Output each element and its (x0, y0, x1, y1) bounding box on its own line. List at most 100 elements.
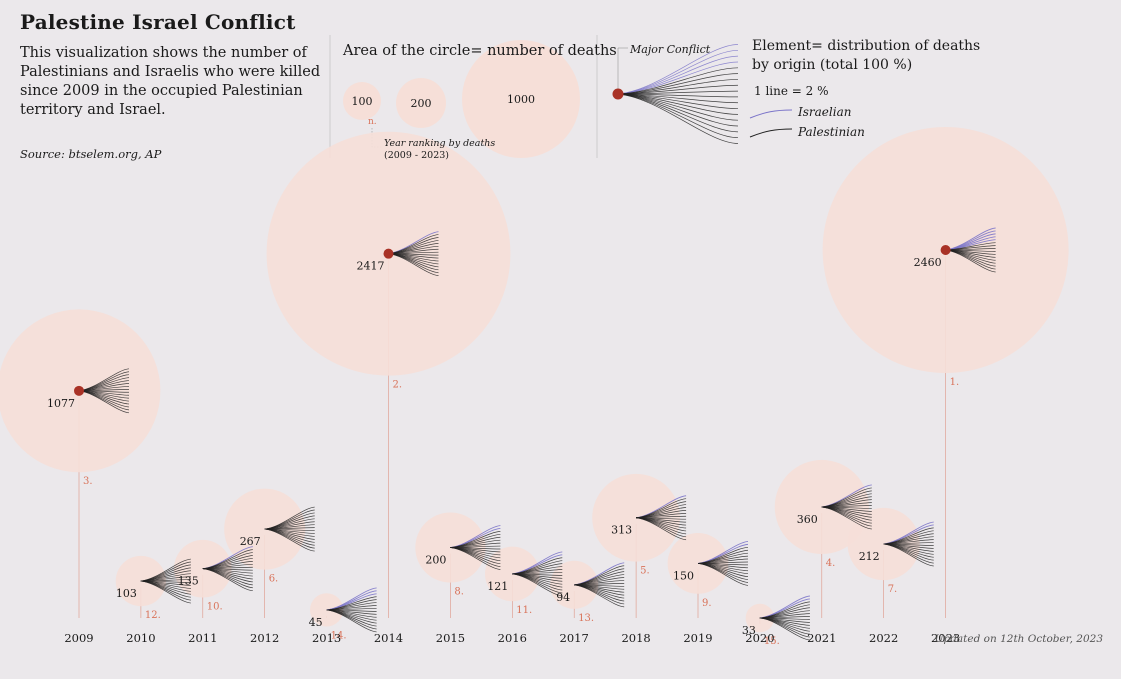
death-count-label: 135 (178, 575, 199, 588)
fan (512, 551, 563, 597)
legend-fan-line (617, 61, 739, 95)
legend-fan-line (617, 93, 739, 144)
year-tick-label: 2020 (745, 631, 774, 645)
fan (821, 484, 872, 530)
source-text: Source: btselem.org, AP (20, 147, 162, 161)
rank-label: 4. (826, 558, 836, 569)
fan (326, 587, 377, 633)
year-tick-label: 2012 (250, 631, 279, 645)
intro-text: This visualization shows the number of P… (20, 45, 321, 118)
death-count-label: 103 (116, 587, 137, 600)
rank-label: 6. (269, 574, 279, 585)
legend-fan-line (617, 93, 739, 109)
fan-line (883, 543, 934, 567)
rank-label: 11. (516, 605, 532, 616)
major-conflict-marker (383, 248, 394, 259)
year-tick-label: 2019 (683, 631, 712, 645)
year-tick-label: 2013 (312, 631, 341, 645)
year-tick-label: 2021 (807, 631, 836, 645)
year-tick-label: 2016 (498, 631, 527, 645)
element-legend-title: Element= distribution of deaths by origi… (752, 38, 981, 73)
rank-label: 14. (331, 631, 347, 642)
rank-label: 2. (393, 380, 403, 391)
fan (574, 562, 625, 608)
rank-label: 5. (640, 566, 650, 577)
fan-line (759, 617, 810, 641)
updated-note: Updated on 12th October, 2023 (934, 633, 1103, 645)
sample-circle-200 (396, 78, 446, 128)
death-count-label: 2460 (914, 256, 942, 269)
sample-circle-label: 1000 (507, 93, 535, 106)
legend-israelian-stroke (749, 109, 793, 119)
rank-marker: n. (368, 117, 377, 127)
rank-label: 15. (764, 636, 780, 647)
legend-fan-line (617, 93, 739, 127)
fan-line (140, 580, 191, 604)
death-count-label: 2417 (357, 260, 385, 273)
rank-label: 7. (888, 584, 898, 595)
fan (883, 521, 934, 567)
fan (140, 558, 191, 604)
rank-legend-line-1: Year ranking by deaths (384, 138, 496, 149)
fan (264, 506, 315, 552)
fan (759, 595, 810, 641)
rank-label: 1. (950, 377, 960, 388)
area-legend-title: Area of the circle= number of deaths (343, 43, 617, 59)
death-count-label: 1077 (47, 397, 75, 410)
major-conflict-marker (74, 385, 84, 396)
year-tick-label: 2015 (436, 631, 465, 645)
year-tick-label: 2014 (374, 631, 403, 645)
legend-major-marker (612, 88, 624, 100)
rank-legend-line-2: (2009 - 2023) (384, 150, 450, 161)
page-title: Palestine Israel Conflict (20, 10, 296, 34)
rank-legend-label: Year ranking by deaths (2009 - 2023) (384, 138, 495, 162)
sample-circle-label: 100 (352, 95, 373, 108)
sample-circle-label: 200 (411, 97, 432, 110)
death-count-label: 45 (309, 616, 323, 629)
fan-line (326, 609, 377, 633)
fan-line (636, 517, 687, 541)
fan-line (512, 573, 563, 597)
fan-line (450, 547, 501, 570)
legend-fan-line (617, 93, 739, 104)
legend-palestinian-stroke (749, 128, 793, 138)
rank-label: 3. (83, 476, 93, 487)
legend-fan-line (617, 49, 739, 95)
legend-fan-line (617, 93, 739, 133)
rank-label: 12. (145, 610, 161, 621)
rank-label: 13. (578, 613, 594, 624)
year-tick-label: 2018 (621, 631, 650, 645)
fan (202, 546, 253, 592)
death-count-label: 121 (487, 580, 508, 593)
fan-line (821, 506, 872, 530)
fan (636, 495, 687, 541)
rank-label: 8. (454, 587, 464, 598)
legend-israelian: Israelian (798, 105, 852, 119)
death-count-label: 360 (797, 513, 818, 526)
sample-circle-100 (343, 82, 381, 120)
year-tick-label: 2017 (560, 631, 589, 645)
labels: 1077 3. 2009 103 12. 2010 135 10. 2011 267 6. 2012 4… (47, 256, 960, 647)
death-count-label: 94 (556, 591, 570, 604)
major-conflict-label: Major Conflict (630, 43, 711, 56)
legend-fan-line (617, 93, 739, 139)
sample-circle-1000 (462, 40, 580, 158)
death-count-label: 313 (611, 524, 632, 537)
fan (450, 525, 501, 570)
fan-line (264, 528, 315, 552)
line-note: 1 line = 2 % (754, 84, 829, 98)
death-count-label: 33 (742, 624, 756, 637)
death-count-label: 200 (425, 554, 446, 567)
fan-line (202, 568, 253, 592)
year-tick-label: 2009 (64, 631, 93, 645)
fan-line (574, 584, 625, 608)
year-tick-label: 2010 (126, 631, 155, 645)
bubble-2011 (173, 539, 232, 598)
legend-fan-line (617, 44, 739, 95)
fan (697, 540, 749, 586)
rank-label: 10. (207, 602, 223, 613)
death-count-label: 212 (859, 550, 880, 563)
legend-graphics: 100 200 1000 n. (329, 35, 793, 158)
fan-line (697, 563, 749, 586)
